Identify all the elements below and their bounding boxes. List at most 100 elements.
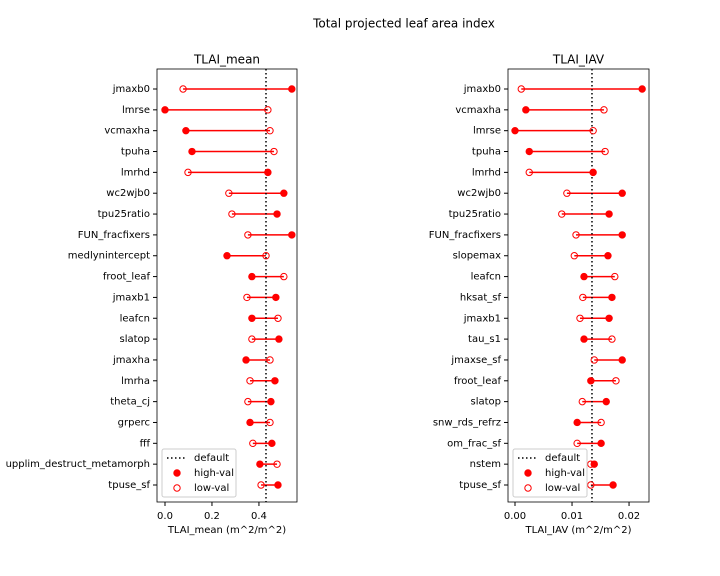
- legend-marker: [524, 484, 532, 492]
- y-tick-label: nstem: [470, 459, 501, 470]
- high-marker: [268, 439, 276, 448]
- figure-title: Total projected leaf area index: [312, 17, 495, 31]
- legend-label: default: [194, 453, 229, 464]
- high-marker: [580, 335, 588, 343]
- y-tick-label: wc2wjb0: [457, 188, 501, 199]
- legend-box: [161, 448, 237, 498]
- legend-marker: [524, 469, 532, 477]
- x-axis-label: TLAI_IAV (m^2/m^2): [524, 525, 631, 536]
- low-marker: [225, 189, 233, 197]
- panel-title: TLAI_mean: [193, 53, 260, 67]
- y-tick-label: FUN_fracfixers: [78, 230, 150, 241]
- high-marker: [275, 335, 283, 343]
- y-tick-label: FUN_fracfixers: [429, 230, 501, 241]
- y-tick-label: wc2wjb0: [106, 188, 150, 199]
- y-tick-label: theta_cj: [110, 397, 150, 408]
- low-marker: [257, 481, 265, 489]
- low-marker: [270, 147, 278, 156]
- legend-box: [512, 448, 588, 498]
- high-marker: [573, 418, 581, 427]
- y-tick-label: slatop: [119, 334, 150, 345]
- low-marker: [274, 314, 282, 322]
- low-marker: [266, 126, 274, 135]
- y-tick-label: grperc: [118, 417, 150, 428]
- high-marker: [182, 126, 190, 135]
- y-tick-label: lmrhd: [472, 167, 501, 178]
- high-marker: [248, 314, 256, 322]
- high-marker: [604, 252, 612, 260]
- y-tick-label: lmrse: [473, 126, 501, 137]
- y-tick-label: fff: [140, 438, 151, 449]
- low-marker: [243, 293, 251, 302]
- y-tick-label: tau_s1: [468, 334, 501, 345]
- high-marker: [246, 418, 254, 427]
- high-marker: [638, 85, 646, 93]
- low-marker: [576, 314, 584, 322]
- x-tick-label: 0.4: [251, 511, 267, 522]
- high-marker: [223, 252, 231, 260]
- y-tick-label: vcmaxha: [455, 105, 501, 116]
- high-marker: [256, 460, 264, 468]
- high-marker: [609, 481, 617, 489]
- y-tick-label: leafcn: [120, 313, 150, 324]
- high-marker: [161, 106, 169, 114]
- high-marker: [605, 314, 613, 322]
- high-marker: [522, 106, 530, 114]
- low-marker: [600, 106, 608, 114]
- low-marker: [587, 460, 595, 468]
- low-marker: [228, 210, 236, 218]
- y-tick-label: tpuse_sf: [459, 480, 501, 491]
- high-marker: [511, 126, 519, 135]
- y-tick-label: hksat_sf: [460, 292, 502, 303]
- high-marker: [580, 272, 588, 281]
- y-tick-label: tpu25ratio: [449, 209, 501, 220]
- low-marker: [579, 293, 587, 302]
- low-marker: [248, 335, 256, 343]
- low-marker: [590, 356, 598, 364]
- low-marker: [280, 272, 288, 281]
- low-marker: [184, 168, 192, 177]
- high-marker: [280, 189, 288, 197]
- high-marker: [272, 293, 280, 302]
- high-marker: [273, 210, 281, 218]
- axes-frame: [507, 68, 650, 503]
- y-tick-label: jmaxb0: [112, 84, 150, 95]
- high-marker: [587, 377, 595, 385]
- low-marker: [578, 397, 586, 406]
- x-axis-label: TLAI_mean (m^2/m^2): [167, 525, 286, 536]
- low-marker: [573, 439, 581, 448]
- high-marker: [188, 147, 196, 156]
- low-marker: [179, 85, 187, 93]
- legend-label: default: [545, 453, 580, 464]
- y-tick-label: jmaxb0: [463, 84, 501, 95]
- axes-frame: [156, 68, 298, 503]
- y-tick-label: vcmaxha: [104, 126, 150, 137]
- high-marker: [618, 189, 626, 197]
- y-tick-label: tpuse_sf: [108, 480, 150, 491]
- low-marker: [601, 147, 609, 156]
- y-tick-label: froot_leaf: [103, 272, 151, 283]
- y-tick-label: leafcn: [471, 272, 501, 283]
- high-marker: [288, 231, 296, 239]
- y-tick-label: lmrhd: [121, 167, 150, 178]
- low-marker: [262, 252, 270, 260]
- y-tick-label: tpu25ratio: [98, 209, 150, 220]
- low-marker: [563, 189, 571, 197]
- y-tick-label: tpuha: [121, 147, 150, 158]
- low-marker: [611, 272, 619, 281]
- high-marker: [618, 356, 626, 364]
- high-marker: [264, 168, 272, 177]
- low-marker: [608, 335, 616, 343]
- low-marker: [244, 397, 252, 406]
- legend-marker: [173, 484, 181, 492]
- x-tick-label: 0.01: [561, 511, 583, 522]
- low-marker: [558, 210, 566, 218]
- high-marker: [589, 168, 597, 177]
- panel-title: TLAI_IAV: [552, 53, 605, 67]
- y-tick-label: slopemax: [453, 251, 501, 262]
- legend-label: high-val: [194, 468, 234, 479]
- high-marker: [608, 293, 616, 302]
- x-tick-label: 0.02: [618, 511, 640, 522]
- y-tick-label: jmaxb1: [112, 292, 150, 303]
- y-tick-label: lmrha: [121, 376, 150, 387]
